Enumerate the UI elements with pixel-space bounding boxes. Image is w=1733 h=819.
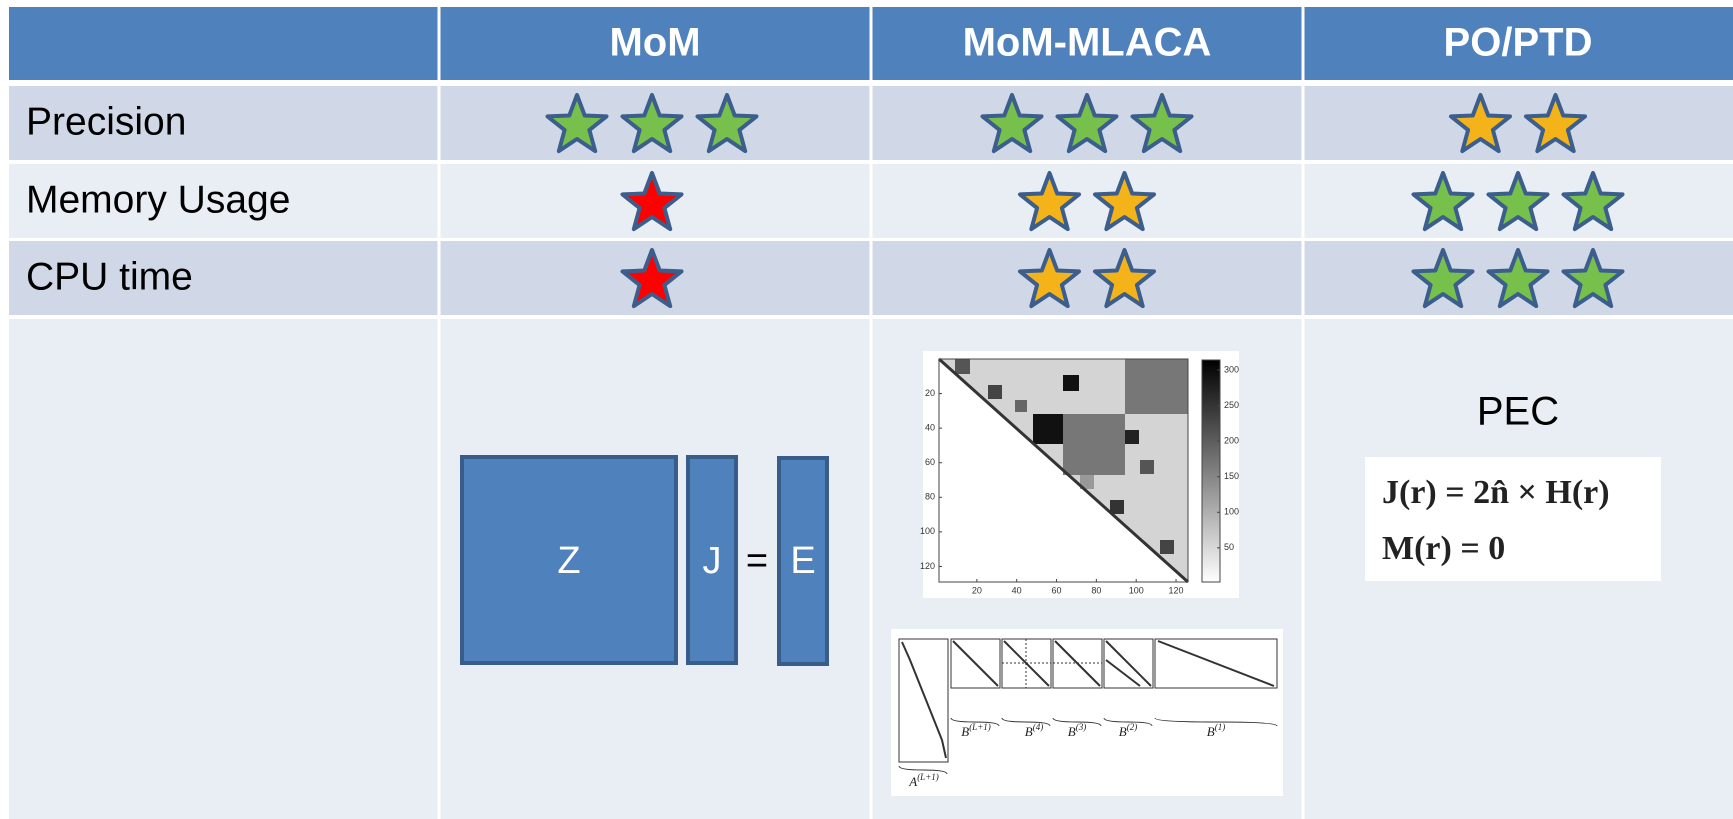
block-label: B(1) xyxy=(1207,722,1225,739)
matrix-label: E xyxy=(790,540,815,582)
colorbar-tick-label: 100 xyxy=(1224,507,1239,517)
rating-star xyxy=(980,93,1044,154)
x-tick-label: 120 xyxy=(1169,585,1184,595)
colorbar-tick-label: 150 xyxy=(1224,471,1239,481)
label-superscript: (L+1) xyxy=(917,772,939,782)
label-superscript: (L+1) xyxy=(969,722,991,732)
y-tick-label: 40 xyxy=(925,423,935,433)
x-tick-label: 20 xyxy=(972,585,982,595)
label-base: B xyxy=(1068,724,1076,739)
rating-star xyxy=(1486,248,1550,309)
block-label: A(L+1) xyxy=(908,772,939,789)
row-label: Memory Usage xyxy=(26,178,290,221)
matrix-label: J xyxy=(703,540,722,582)
block-label: B(3) xyxy=(1068,722,1086,739)
rating-star xyxy=(1055,93,1119,154)
block-diagram xyxy=(891,629,1283,796)
rating-star xyxy=(1411,248,1475,309)
row-label: CPU time xyxy=(26,255,193,298)
rating-star xyxy=(1093,171,1156,232)
column-dividers xyxy=(437,0,1305,819)
x-tick-label: 100 xyxy=(1129,585,1144,595)
label-superscript: (1) xyxy=(1215,722,1226,732)
label-base: B xyxy=(1025,724,1033,739)
matrix-box xyxy=(460,455,678,665)
rating-star xyxy=(620,93,684,154)
rating-star xyxy=(1018,248,1081,309)
rating-star xyxy=(1561,171,1625,232)
vector-box xyxy=(686,455,738,665)
heatmap-blocks xyxy=(937,357,1190,584)
equals-sign: = xyxy=(746,540,768,582)
x-tick-label: 40 xyxy=(1012,585,1022,595)
rating-star xyxy=(620,248,684,309)
label-superscript: (4) xyxy=(1033,722,1044,732)
rating-star xyxy=(1486,171,1550,232)
block-label: B(2) xyxy=(1119,722,1137,739)
rating-star xyxy=(1130,93,1194,154)
colorbar-tick-label: 250 xyxy=(1224,400,1239,410)
label-base: B xyxy=(1119,724,1127,739)
y-tick-label: 80 xyxy=(925,492,935,502)
rating-star xyxy=(1449,93,1512,154)
vector-box xyxy=(777,456,829,666)
y-tick-label: 60 xyxy=(925,457,935,467)
heatmap-axes xyxy=(938,358,1189,583)
y-tick-label: 120 xyxy=(920,561,935,571)
matrix-label: Z xyxy=(557,540,580,582)
label-base: B xyxy=(961,724,969,739)
y-tick-label: 100 xyxy=(920,526,935,536)
label-superscript: (2) xyxy=(1127,722,1138,732)
colorbar-tick-label: 200 xyxy=(1224,435,1239,445)
rating-star xyxy=(695,93,759,154)
column-header: MoM-MLACA xyxy=(963,21,1212,65)
label-base: A xyxy=(908,774,917,789)
colorbar xyxy=(1201,359,1221,583)
rating-star xyxy=(1411,171,1475,232)
rating-star xyxy=(1093,248,1156,309)
rating-star xyxy=(1561,248,1625,309)
y-tick-label: 20 xyxy=(925,388,935,398)
equation: J(r) = 2n̂ × H(r) xyxy=(1382,474,1610,511)
pec-label: PEC xyxy=(1477,390,1559,434)
rating-star xyxy=(620,171,684,232)
label-base: B xyxy=(1207,724,1215,739)
rating-star xyxy=(545,93,609,154)
colorbar-tick-label: 300 xyxy=(1224,364,1239,374)
block-label: B(4) xyxy=(1025,722,1043,739)
equation-box xyxy=(1365,457,1661,581)
column-header: PO/PTD xyxy=(1444,21,1593,65)
label-superscript: (3) xyxy=(1076,722,1087,732)
colorbar-tick-label: 50 xyxy=(1224,542,1234,552)
rating-star xyxy=(1524,93,1587,154)
block-label: B(L+1) xyxy=(961,722,991,739)
x-tick-label: 60 xyxy=(1052,585,1062,595)
equation: M(r) = 0 xyxy=(1382,530,1505,567)
x-tick-label: 80 xyxy=(1091,585,1101,595)
row-label: Precision xyxy=(26,100,186,143)
column-header: MoM xyxy=(609,21,700,65)
rating-star xyxy=(1018,171,1081,232)
